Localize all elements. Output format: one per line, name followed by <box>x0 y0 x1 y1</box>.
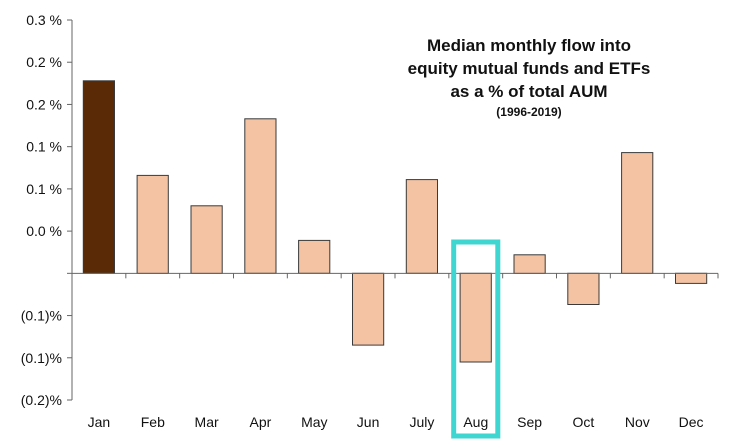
bar-aug <box>459 272 492 363</box>
y-tick-label-0: 0.3 % <box>26 12 62 28</box>
x-tick-label-july: July <box>409 414 434 430</box>
chart-title-line-3: as a % of total AUM <box>450 82 607 101</box>
bars <box>82 80 708 363</box>
x-tick-label-may: May <box>301 414 327 430</box>
chart-subtitle: (1996-2019) <box>496 105 561 119</box>
x-tick-label-nov: Nov <box>625 414 650 430</box>
chart-title-line-1: Median monthly flow into <box>427 36 631 55</box>
bar-apr <box>244 118 277 274</box>
y-tick-label-2: 0.2 % <box>26 96 62 112</box>
y-tick-label-7: (0.1)% <box>21 350 62 366</box>
bar-oct <box>567 272 600 305</box>
y-tick-label-5: 0.0 % <box>26 223 62 239</box>
bar-nov <box>621 152 654 274</box>
highlight-box-aug <box>451 239 501 439</box>
bar-jan <box>82 80 116 274</box>
y-tick-label-1: 0.2 % <box>26 54 62 70</box>
x-tick-label-dec: Dec <box>679 414 704 430</box>
x-tick-label-mar: Mar <box>195 414 219 430</box>
x-tick-label-aug: Aug <box>463 414 488 430</box>
bar-may <box>298 239 331 274</box>
y-axis-tick-labels: 0.3 % 0.2 % 0.2 % 0.1 % 0.1 % 0.0 % (0.1)% (0.1… <box>21 12 62 408</box>
x-tick-label-jun: Jun <box>357 414 380 430</box>
x-tick-label-apr: Apr <box>250 414 272 430</box>
y-tick-label-8: (0.2)% <box>21 392 62 408</box>
bar-mar <box>190 205 223 274</box>
x-tick-label-jan: Jan <box>88 414 111 430</box>
bar-sep <box>513 254 546 274</box>
axes <box>67 19 719 401</box>
chart-title-line-2: equity mutual funds and ETFs <box>408 59 651 78</box>
x-tick-label-feb: Feb <box>141 414 165 430</box>
bar-jun <box>352 272 385 346</box>
y-tick-label-6: (0.1)% <box>21 308 62 324</box>
x-axis-tick-labels: Jan Feb Mar Apr May Jun July Aug Sep Oct Nov Dec <box>88 414 704 430</box>
bar-feb <box>136 174 169 274</box>
y-tick-label-4: 0.1 % <box>26 181 62 197</box>
x-tick-label-oct: Oct <box>573 414 595 430</box>
x-tick-label-sep: Sep <box>517 414 542 430</box>
bar-dec <box>675 272 708 284</box>
highlight-layer <box>451 239 501 439</box>
y-tick-label-3: 0.1 % <box>26 139 62 155</box>
bar-july <box>405 179 438 274</box>
chart-title: Median monthly flow into equity mutual f… <box>408 36 651 119</box>
